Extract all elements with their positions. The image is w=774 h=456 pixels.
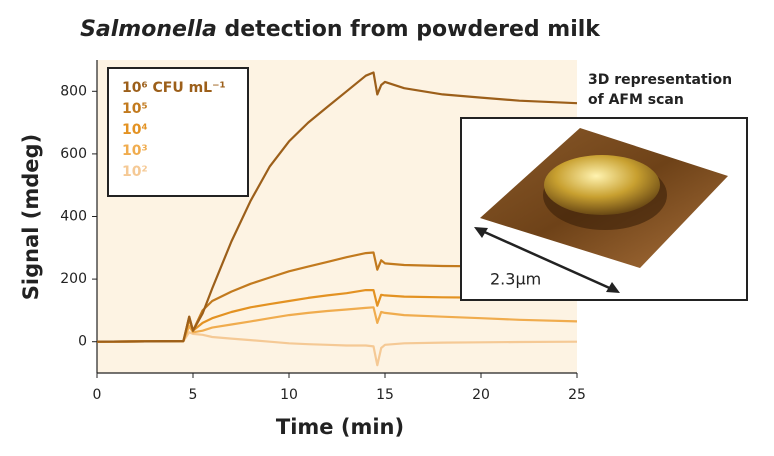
x-tick-label: 5 bbox=[189, 387, 198, 403]
annotation: of AFM scan bbox=[588, 92, 684, 108]
series-line bbox=[96, 331, 578, 367]
legend-label: 10⁵ bbox=[122, 101, 148, 117]
x-tick-label: 15 bbox=[376, 387, 394, 403]
afm-inset bbox=[460, 117, 748, 301]
annotation: 3D representation bbox=[588, 72, 732, 88]
x-tick-label: 10 bbox=[280, 387, 298, 403]
legend-label: 10⁶ CFU mL⁻¹ bbox=[122, 80, 226, 96]
y-tick-label: 0 bbox=[78, 334, 87, 350]
y-tick-label: 600 bbox=[60, 146, 87, 162]
y-tick-label: 800 bbox=[60, 83, 87, 99]
y-axis-label: Signal (mdeg) bbox=[19, 134, 43, 300]
series-line bbox=[96, 306, 578, 343]
legend-label: 10³ bbox=[122, 143, 148, 159]
legend-label: 10² bbox=[122, 164, 148, 180]
legend-box bbox=[107, 67, 249, 197]
chart-title: Salmonella detection from powdered milk bbox=[80, 17, 601, 42]
legend-label: 10⁴ bbox=[122, 122, 148, 138]
x-axis-label: Time (min) bbox=[276, 415, 404, 439]
x-tick-label: 25 bbox=[568, 387, 586, 403]
y-tick-label: 200 bbox=[60, 271, 87, 287]
series-line bbox=[96, 289, 577, 343]
series-line bbox=[96, 71, 578, 343]
annotation: 2.3μm bbox=[490, 270, 541, 289]
x-tick-label: 20 bbox=[472, 387, 490, 403]
x-tick-label: 0 bbox=[93, 387, 102, 403]
y-tick-label: 400 bbox=[60, 209, 87, 225]
